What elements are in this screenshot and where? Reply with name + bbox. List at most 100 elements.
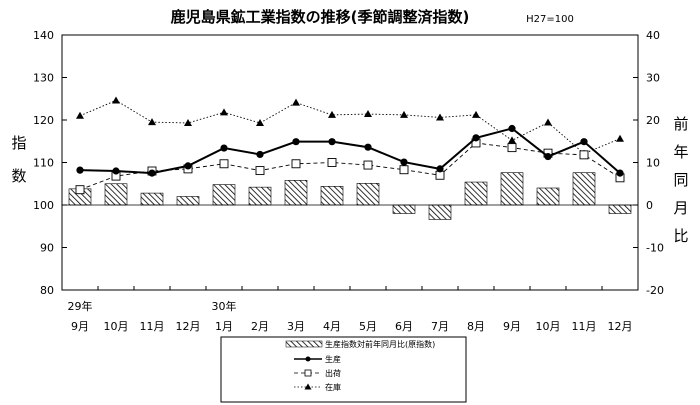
series-line-production <box>79 127 621 175</box>
point-production <box>184 162 192 170</box>
point-inventory <box>292 98 300 106</box>
point-inventory <box>544 118 552 126</box>
right-tick-label: -20 <box>646 284 664 297</box>
point-inventory <box>76 111 84 119</box>
point-inventory <box>184 118 192 126</box>
right-axis-label-char: 同 <box>673 171 688 189</box>
point-production <box>508 124 516 133</box>
legend-marker-inventory <box>304 383 312 390</box>
point-shipment <box>507 143 517 153</box>
legend-label-production: 生産 <box>325 354 341 364</box>
point-production <box>436 165 444 173</box>
x-tick-label: 10月 <box>104 320 129 333</box>
x-tick-label: 10月 <box>536 320 561 333</box>
x-tick-label: 1月 <box>215 320 233 333</box>
left-axis-ticks: 80 90 100 110 120 130 140 <box>33 29 67 297</box>
left-tick-label: 120 <box>33 114 54 127</box>
point-inventory <box>256 118 264 126</box>
point-production <box>580 138 588 146</box>
left-tick-label: 100 <box>33 199 54 212</box>
left-tick-label: 90 <box>40 242 54 255</box>
yoy-bar <box>320 186 344 206</box>
left-tick-label: 110 <box>33 157 54 170</box>
point-production <box>292 138 300 146</box>
yoy-bar <box>356 183 380 206</box>
x-tick-label: 2月 <box>251 320 269 333</box>
right-tick-label: 0 <box>646 199 653 212</box>
point-inventory <box>220 108 228 116</box>
yoy-bar <box>536 187 560 206</box>
yoy-bar <box>176 196 200 206</box>
x-tick-label: 11月 <box>140 320 165 333</box>
point-inventory <box>616 134 624 142</box>
legend-marker-shipment <box>304 369 312 377</box>
right-axis-label-char: 年 <box>673 143 688 161</box>
right-tick-label: 20 <box>646 114 660 127</box>
right-axis-label: 前年同月比 <box>673 115 688 245</box>
chart-title-note: H27=100 <box>526 14 574 25</box>
right-axis-ticks: -20 -10 0 10 20 30 40 <box>633 29 664 297</box>
yoy-bar <box>572 172 596 206</box>
point-inventory <box>472 110 480 118</box>
point-production <box>220 144 228 152</box>
x-tick-label: 6月 <box>395 320 413 333</box>
point-shipment <box>363 160 373 170</box>
right-tick-label: 30 <box>646 72 660 85</box>
point-inventory <box>148 118 156 126</box>
yoy-bar <box>104 183 128 206</box>
line-series <box>75 96 625 195</box>
x-tick-label: 12月 <box>608 320 633 333</box>
legend-label-shipment: 出荷 <box>325 368 341 378</box>
point-production <box>400 158 408 166</box>
point-shipment <box>327 158 337 167</box>
bar-series <box>68 172 632 220</box>
yoy-bar <box>464 181 488 206</box>
legend-marker-production <box>305 356 311 362</box>
legend-label-inventory: 在庫 <box>325 382 341 392</box>
yoy-bar <box>248 186 272 206</box>
left-tick-label: 80 <box>40 284 54 297</box>
point-inventory <box>508 136 516 144</box>
right-axis-label-char: 前 <box>673 115 688 133</box>
legend-box <box>220 336 467 403</box>
left-tick-label: 130 <box>33 72 54 85</box>
x-tick-label: 12月 <box>176 320 201 333</box>
point-production <box>112 167 120 175</box>
x-tick-label: 3月 <box>287 320 305 333</box>
point-production <box>544 152 552 161</box>
left-axis-label: 指数 <box>11 134 26 185</box>
point-shipment <box>579 150 589 160</box>
right-axis-label-char: 月 <box>673 199 688 217</box>
yoy-bar <box>284 180 308 206</box>
point-shipment <box>291 159 301 169</box>
x-tick-label: 11月 <box>572 320 597 333</box>
point-inventory <box>112 96 120 104</box>
legend: 生産指数対前年同月比(原指数) 生産 出荷 在庫 <box>220 336 467 403</box>
yoy-bar <box>428 204 452 220</box>
point-production <box>76 166 84 174</box>
yoy-bar <box>608 204 632 214</box>
right-tick-label: -10 <box>646 242 664 255</box>
point-inventory <box>400 110 408 118</box>
point-production <box>364 143 372 151</box>
point-production <box>148 169 156 177</box>
point-production <box>256 150 264 159</box>
point-shipment <box>219 159 229 169</box>
plot-area <box>61 34 639 291</box>
x-tick-label: 8月 <box>467 320 485 333</box>
point-shipment <box>75 185 85 195</box>
x-axis-ticks: 9月 10月 11月 12月 1月 2月 3月 4月 5月 6月 7月 8月 9月 10月 11月 12月 29… <box>61 286 639 333</box>
series-line-inventory <box>79 99 621 155</box>
legend-bar-swatch <box>285 340 323 348</box>
left-axis-label-char: 数 <box>11 167 26 185</box>
point-inventory <box>364 110 372 118</box>
right-tick-label: 40 <box>646 29 660 42</box>
chart-title: 鹿児島県鉱工業指数の推移(季節調整済指数) <box>171 8 470 26</box>
right-tick-label: 10 <box>646 157 660 170</box>
yoy-bar <box>212 184 236 206</box>
yoy-bar <box>500 172 524 206</box>
point-production <box>616 169 624 177</box>
yoy-bar <box>392 204 416 214</box>
x-tick-label: 9月 <box>71 320 89 333</box>
